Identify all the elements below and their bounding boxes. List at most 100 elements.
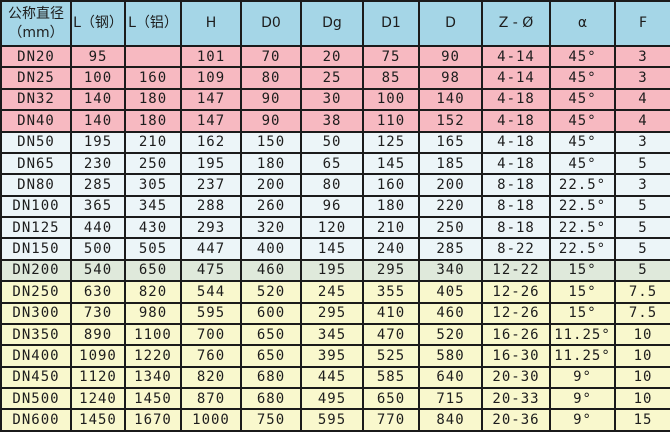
table-cell: 70 bbox=[240, 44, 302, 69]
column-header-3: H bbox=[180, 0, 242, 47]
table-cell: 45° bbox=[549, 66, 616, 90]
table-cell: 10 bbox=[614, 322, 670, 347]
table-cell: 320 bbox=[240, 215, 302, 240]
table-cell: 1450 bbox=[70, 408, 126, 432]
table-cell: 544 bbox=[180, 280, 242, 304]
table-cell: 195 bbox=[180, 151, 242, 176]
table-cell: 15° bbox=[549, 258, 616, 283]
table-row-dn65: DN65 230 250 195 180 65 145 185 4-18 45° 5 bbox=[0, 151, 670, 176]
row-label: DN65 bbox=[0, 151, 72, 176]
table-cell: 440 bbox=[70, 215, 126, 240]
table-cell: 10 bbox=[614, 344, 670, 368]
table-cell: 580 bbox=[418, 344, 483, 368]
table-cell: 90 bbox=[240, 87, 302, 112]
table-row-dn150: DN150 500 505 447 400 145 240 285 8-22 22.5° 5 bbox=[0, 237, 670, 261]
table-cell: 4 bbox=[614, 87, 670, 112]
table-cell bbox=[124, 44, 182, 69]
table-cell: 1100 bbox=[124, 322, 182, 347]
table-cell: 9° bbox=[549, 365, 616, 390]
table-cell: 395 bbox=[300, 344, 364, 368]
column-header-1: L（钢） bbox=[70, 0, 126, 47]
table-cell: 200 bbox=[418, 173, 483, 197]
table-cell: 110 bbox=[362, 109, 420, 133]
table-cell: 22.5° bbox=[549, 194, 616, 219]
table-cell: 140 bbox=[70, 109, 126, 133]
table-cell: 525 bbox=[362, 344, 420, 368]
table-cell: 30 bbox=[300, 87, 364, 112]
table-cell: 715 bbox=[418, 386, 483, 411]
table-cell: 140 bbox=[70, 87, 126, 112]
table-cell: 20-33 bbox=[481, 386, 551, 411]
table-cell: 85 bbox=[362, 66, 420, 90]
table-cell: 10 bbox=[614, 365, 670, 390]
table-cell: 430 bbox=[124, 215, 182, 240]
table-cell: 4-18 bbox=[481, 87, 551, 112]
table-cell: 340 bbox=[418, 258, 483, 283]
row-label: DN500 bbox=[0, 386, 72, 411]
table-cell: 16-26 bbox=[481, 322, 551, 347]
table-cell: 152 bbox=[418, 109, 483, 133]
table-cell: 293 bbox=[180, 215, 242, 240]
table-cell: 288 bbox=[180, 194, 242, 219]
table-cell: 250 bbox=[418, 215, 483, 240]
table-cell: 45° bbox=[549, 109, 616, 133]
table-cell: 11.25° bbox=[549, 344, 616, 368]
table-cell: 210 bbox=[124, 130, 182, 154]
column-header-8: Z - Ø bbox=[481, 0, 551, 47]
table-cell: 230 bbox=[70, 151, 126, 176]
table-cell: 260 bbox=[240, 194, 302, 219]
row-label: DN20 bbox=[0, 44, 72, 69]
table-cell: 447 bbox=[180, 237, 242, 261]
table-cell: 1240 bbox=[70, 386, 126, 411]
row-label: DN125 bbox=[0, 215, 72, 240]
table-cell: 180 bbox=[124, 109, 182, 133]
row-label: DN50 bbox=[0, 130, 72, 154]
table-cell: 1670 bbox=[124, 408, 182, 432]
table-cell: 5 bbox=[614, 151, 670, 176]
table-cell: 1340 bbox=[124, 365, 182, 390]
row-label: DN100 bbox=[0, 194, 72, 219]
table-cell: 445 bbox=[300, 365, 364, 390]
row-label: DN25 bbox=[0, 66, 72, 90]
table-row-dn25: DN25 100 160 109 80 25 85 98 4-14 45° 3 bbox=[0, 66, 670, 90]
row-label: DN80 bbox=[0, 173, 72, 197]
table-cell: 45° bbox=[549, 130, 616, 154]
table-cell: 12-22 bbox=[481, 258, 551, 283]
table-cell: 460 bbox=[418, 301, 483, 325]
table-cell: 90 bbox=[418, 44, 483, 69]
table-cell: 3 bbox=[614, 173, 670, 197]
table-cell: 3 bbox=[614, 66, 670, 90]
table-cell: 45° bbox=[549, 151, 616, 176]
table-cell: 285 bbox=[418, 237, 483, 261]
table-cell: 20-30 bbox=[481, 365, 551, 390]
table-cell: 840 bbox=[418, 408, 483, 432]
table-cell: 15 bbox=[614, 408, 670, 432]
table-cell: 470 bbox=[362, 322, 420, 347]
table-cell: 285 bbox=[70, 173, 126, 197]
table-cell: 595 bbox=[300, 408, 364, 432]
table-cell: 50 bbox=[300, 130, 364, 154]
table-cell: 8-18 bbox=[481, 215, 551, 240]
table-cell: 20-36 bbox=[481, 408, 551, 432]
table-row-dn200: DN200 540 650 475 460 195 295 340 12-22 15° 5 bbox=[0, 258, 670, 283]
table-row-dn350: DN350 890 1100 700 650 345 470 520 16-26 11.25° 10 bbox=[0, 322, 670, 347]
table-cell: 405 bbox=[418, 280, 483, 304]
table-cell: 96 bbox=[300, 194, 364, 219]
table-cell: 195 bbox=[70, 130, 126, 154]
table-cell: 150 bbox=[240, 130, 302, 154]
table-cell: 237 bbox=[180, 173, 242, 197]
table-cell: 1450 bbox=[124, 386, 182, 411]
table-cell: 4-14 bbox=[481, 44, 551, 69]
table-cell: 630 bbox=[70, 280, 126, 304]
table-cell: 101 bbox=[180, 44, 242, 69]
table-row-dn32: DN32 140 180 147 90 30 100 140 4-18 45° 4 bbox=[0, 87, 670, 112]
table-cell: 680 bbox=[240, 386, 302, 411]
table-cell: 180 bbox=[124, 87, 182, 112]
table-cell: 75 bbox=[362, 44, 420, 69]
table-cell: 8-18 bbox=[481, 173, 551, 197]
column-header-9: α bbox=[549, 0, 616, 47]
table-cell: 160 bbox=[124, 66, 182, 90]
table-cell: 165 bbox=[418, 130, 483, 154]
table-cell: 22.5° bbox=[549, 173, 616, 197]
